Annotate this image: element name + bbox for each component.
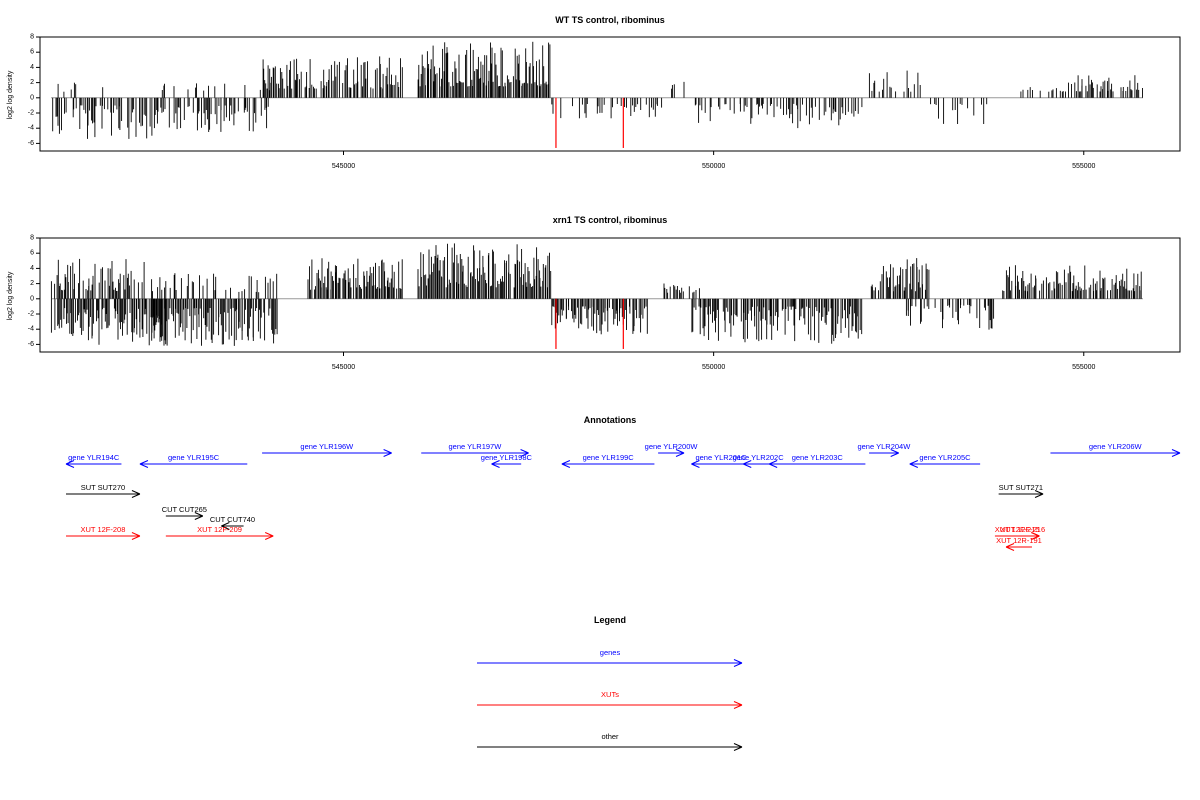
y-tick-label: 6 — [30, 250, 34, 257]
annotation-arrow-gene — [909, 460, 981, 468]
annotation-label: XUT 12R-191 — [996, 536, 1042, 545]
annotation-label: SUT SUT270 — [81, 483, 125, 492]
annotation-label: gene YLR200W — [645, 442, 699, 451]
wt-panel-title: WT TS control, ribominus — [555, 15, 665, 25]
annotation-arrow-xut — [1005, 543, 1032, 551]
x-tick-label: 555000 — [1072, 364, 1095, 371]
xrn1-y-axis-label: log2 log density — [7, 271, 14, 320]
x-tick-label: 545000 — [332, 364, 355, 371]
y-tick-label: 6 — [30, 49, 34, 56]
wt-density-panel: WT TS control, ribominus log2 log densit… — [7, 15, 1181, 170]
legend-arrow — [477, 743, 743, 751]
annotation-label: XUT 12F-216 — [1000, 525, 1045, 534]
annotation-label: gene YLR198C — [481, 453, 533, 462]
annotation-arrow-gene — [139, 460, 248, 468]
legend: Legend genes XUTs other — [477, 615, 743, 751]
annotation-arrow-other — [66, 490, 141, 498]
wt-y-axis-label: log2 log density — [7, 70, 14, 119]
y-tick-label: -4 — [28, 326, 34, 333]
annotation-arrow-gene — [691, 460, 751, 468]
y-tick-label: 4 — [30, 64, 34, 71]
y-tick-label: 8 — [30, 34, 34, 41]
y-tick-label: 2 — [30, 79, 34, 86]
annotation-arrow-xut — [1006, 532, 1040, 540]
annotation-arrow-gene — [65, 460, 122, 468]
y-tick-label: 0 — [30, 295, 34, 302]
annotation-label: gene YLR195C — [168, 453, 220, 462]
annotation-label: gene YLR204W — [857, 442, 911, 451]
annotation-arrow-gene — [421, 449, 529, 457]
annotation-label: gene YLR201C — [695, 453, 747, 462]
xrn1-plot-frame — [39, 237, 1181, 353]
annotation-arrow-gene — [658, 449, 685, 457]
annotation-arrow-xut — [66, 532, 141, 540]
y-tick-label: -2 — [28, 110, 34, 117]
y-tick-label: -6 — [28, 140, 34, 147]
y-tick-label: 0 — [30, 94, 34, 101]
annotation-label: gene YLR197W — [448, 442, 502, 451]
annotation-arrow-gene — [491, 460, 522, 468]
legend-items: genes XUTs other — [477, 648, 743, 751]
annotation-label: XUT 12F-215 — [995, 525, 1040, 534]
wt-plot-frame — [39, 36, 1181, 152]
annotation-label: gene YLR199C — [583, 453, 635, 462]
annotation-arrow-gene — [869, 449, 899, 457]
legend-title: Legend — [594, 615, 626, 625]
legend-label: other — [601, 732, 619, 741]
legend-arrow — [477, 701, 743, 709]
y-tick-label: -4 — [28, 125, 34, 132]
annotation-arrow-gene — [768, 460, 866, 468]
xrn1-density-bars — [50, 243, 1143, 349]
annotation-label: CUT CUT265 — [162, 505, 207, 514]
y-tick-label: 8 — [30, 235, 34, 242]
annotations-track: Annotations gene YLR194C gene YLR195Cgene… — [65, 415, 1181, 551]
wt-y-axis: -6 -4 -2 0 2 4 6 8 — [28, 34, 40, 147]
annotation-arrow-gene — [262, 449, 392, 457]
x-tick-label: 550000 — [702, 364, 725, 371]
annotation-label: gene YLR194C — [68, 453, 120, 462]
annotation-arrow-gene — [561, 460, 655, 468]
x-tick-label: 550000 — [702, 163, 725, 170]
x-tick-label: 555000 — [1072, 163, 1095, 170]
annotation-arrow-other — [998, 490, 1044, 498]
annotation-label: gene YLR206W — [1089, 442, 1143, 451]
xrn1-x-axis: 545000 550000 555000 — [332, 352, 1096, 371]
annotation-features: gene YLR194C gene YLR195C gene YLR196W gene… — [65, 442, 1181, 551]
y-tick-label: -6 — [28, 341, 34, 348]
annotation-arrow-other — [165, 512, 204, 520]
annotation-label: gene YLR205C — [919, 453, 971, 462]
x-tick-label: 545000 — [332, 163, 355, 170]
annotation-label: gene YLR196W — [300, 442, 354, 451]
legend-label: XUTs — [601, 690, 619, 699]
legend-label: genes — [600, 648, 621, 657]
annotation-arrow-gene — [1050, 449, 1181, 457]
annotation-label: XUT 12F-209 — [197, 525, 242, 534]
y-tick-label: 2 — [30, 280, 34, 287]
annotation-arrow-gene — [743, 460, 773, 468]
annotation-label: CUT CUT740 — [210, 515, 255, 524]
annotation-label: gene YLR202C — [732, 453, 784, 462]
annotation-arrow-xut — [165, 532, 274, 540]
legend-arrow — [477, 659, 743, 667]
y-tick-label: -2 — [28, 311, 34, 318]
annotation-arrow-other — [221, 522, 244, 530]
xrn1-y-axis: -6 -4 -2 0 2 4 6 8 — [28, 235, 40, 348]
y-tick-label: 4 — [30, 265, 34, 272]
annotation-label: SUT SUT271 — [999, 483, 1043, 492]
wt-density-bars — [51, 41, 1143, 148]
wt-x-axis: 545000 550000 555000 — [332, 151, 1096, 170]
annotation-label: gene YLR203C — [792, 453, 844, 462]
xrn1-panel-title: xrn1 TS control, ribominus — [553, 215, 668, 225]
annotations-title: Annotations — [584, 415, 637, 425]
xrn1-density-panel: xrn1 TS control, ribominus log2 log dens… — [7, 215, 1181, 371]
annotation-label: XUT 12F-208 — [81, 525, 126, 534]
